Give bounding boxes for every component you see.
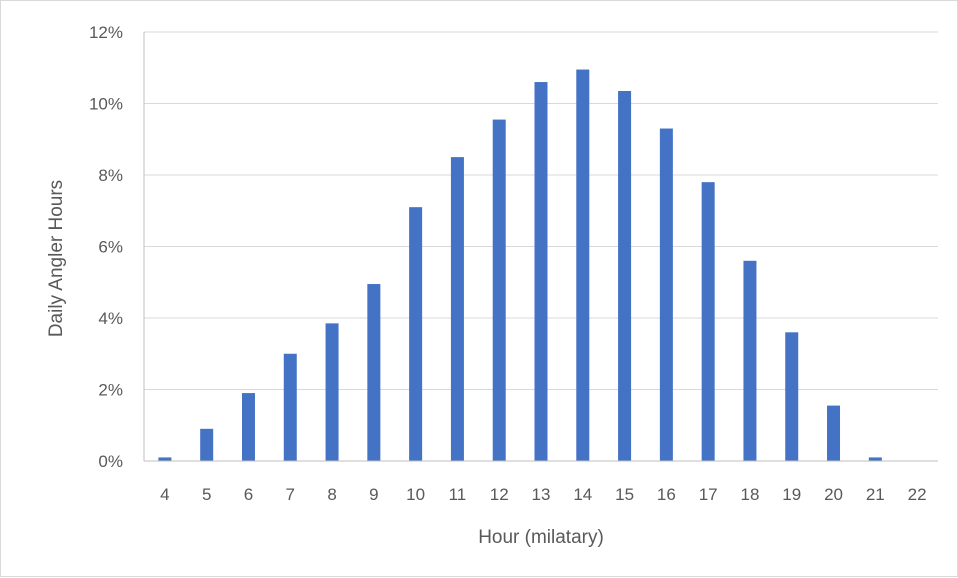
x-tick-label: 21: [866, 485, 885, 504]
y-tick-label: 8%: [98, 166, 123, 185]
bar-hour-11: [450, 157, 464, 461]
bar-hour-10: [409, 207, 423, 461]
x-tick-label: 10: [406, 485, 425, 504]
bar-hour-17: [701, 182, 715, 461]
y-axis-title: Daily Angler Hours: [46, 180, 67, 337]
x-tick-label: 6: [244, 485, 253, 504]
bar-hour-6: [241, 393, 255, 461]
x-tick-label: 12: [490, 485, 509, 504]
bars: [158, 69, 882, 462]
x-tick-label: 7: [286, 485, 295, 504]
bar-hour-18: [743, 260, 757, 461]
y-tick-label: 6%: [98, 238, 123, 257]
x-tick-label: 9: [369, 485, 378, 504]
x-tick-label: 16: [657, 485, 676, 504]
bar-hour-15: [618, 90, 632, 462]
x-tick-label: 11: [449, 485, 467, 504]
bar-hour-16: [659, 128, 673, 461]
x-tick-label: 8: [327, 485, 336, 504]
bar-hour-13: [534, 82, 548, 462]
y-tick-label: 4%: [98, 309, 123, 328]
x-tick-label: 15: [615, 485, 634, 504]
bar-hour-14: [576, 69, 590, 461]
bar-hour-5: [200, 428, 214, 461]
bar-hour-7: [283, 353, 297, 461]
x-tick-label: 13: [532, 485, 551, 504]
bar-hour-20: [827, 405, 841, 461]
bar-hour-19: [785, 332, 799, 461]
bar-hour-8: [325, 323, 339, 461]
y-tick-label: 10%: [89, 95, 123, 114]
x-tick-label: 20: [824, 485, 843, 504]
x-tick-label: 4: [160, 485, 169, 504]
x-axis-tick-labels: 4 5 6 7 8 9 10 11 12 13 14 15 16 17 18 19 20 21 22: [160, 485, 926, 504]
x-axis-title: Hour (milatary): [478, 527, 604, 548]
x-tick-label: 22: [908, 485, 927, 504]
x-tick-label: 19: [782, 485, 801, 504]
bar-hour-9: [367, 284, 381, 461]
x-tick-label: 17: [699, 485, 718, 504]
y-tick-label: 0%: [98, 452, 123, 471]
y-axis-tick-labels: 0% 2% 4% 6% 8% 10% 12%: [89, 23, 123, 471]
bar-hour-4: [158, 457, 172, 461]
x-tick-label: 5: [202, 485, 211, 504]
y-tick-label: 12%: [89, 23, 123, 42]
y-tick-label: 2%: [98, 381, 123, 400]
x-tick-label: 18: [740, 485, 759, 504]
bar-hour-21: [868, 457, 882, 461]
x-tick-label: 14: [573, 485, 592, 504]
bar-hour-12: [492, 119, 506, 462]
